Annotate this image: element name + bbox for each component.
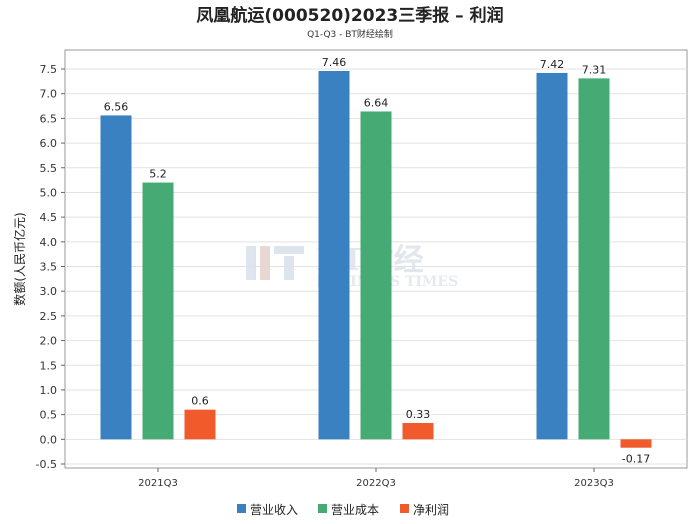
y-tick-label: 2.0 (40, 335, 58, 348)
y-tick-label: 0.5 (40, 409, 58, 422)
y-tick-label: 0.0 (40, 433, 58, 446)
data-label: 6.56 (104, 100, 129, 113)
legend-swatch (237, 504, 246, 513)
y-tick-label: 3.0 (40, 285, 58, 298)
y-tick-label: 4.5 (40, 211, 58, 224)
bar-1-2021Q3 (100, 115, 132, 440)
bars (100, 70, 652, 448)
y-tick-label: 6.5 (40, 112, 58, 125)
bar-1-2022Q3 (318, 70, 350, 440)
data-labels: 6.56 7.46 7.42 5.2 6.64 7.31 0.6 0.33 -0.17 (104, 56, 650, 466)
data-label: 5.2 (149, 168, 167, 181)
watermark-logo-icon (246, 246, 304, 280)
data-label: 0.33 (406, 408, 431, 421)
bar-2-2022Q3 (360, 111, 392, 440)
y-tick-label: 1.5 (40, 359, 58, 372)
legend: 营业收入 营业成本 净利润 (237, 503, 449, 517)
data-label: 0.6 (191, 395, 209, 408)
y-tick-label: 5.5 (40, 162, 58, 175)
data-label: 7.31 (582, 63, 607, 76)
data-label: -0.17 (622, 453, 650, 466)
y-tick-label: 4.0 (40, 236, 58, 249)
bar-3-2021Q3 (184, 409, 216, 440)
chart-title: 凤凰航运(000520)2023三季报 – 利润 (196, 5, 503, 26)
y-axis-label: 数额(人民币亿元) (12, 212, 27, 305)
legend-label: 净利润 (413, 503, 449, 517)
y-tick-label: 5.0 (40, 186, 58, 199)
legend-swatch (318, 504, 327, 513)
y-tick-label: 1.0 (40, 384, 58, 397)
data-label: 6.64 (364, 96, 389, 109)
x-tick-label: 2023Q3 (574, 478, 614, 489)
y-tick-label: 2.5 (40, 310, 58, 323)
chart-subtitle: Q1-Q3 - BT财经绘制 (307, 28, 393, 40)
x-tick-label: 2022Q3 (356, 478, 396, 489)
y-tick-label: 6.0 (40, 137, 58, 150)
bar-3-2023Q3 (620, 439, 652, 448)
bar-1-2023Q3 (536, 72, 568, 440)
y-tick-label: 7.0 (40, 88, 58, 101)
y-tick-label: 7.5 (40, 63, 58, 76)
y-tick-label: -0.5 (36, 458, 57, 471)
legend-swatch (400, 504, 409, 513)
bar-2-2021Q3 (142, 182, 174, 440)
y-axis-ticks: -0.5 0.0 0.5 1.0 1.5 2.0 2.5 3.0 3.5 4.0 4.5 5.0 5.5… (36, 63, 65, 471)
legend-label: 营业成本 (331, 503, 379, 517)
legend-label: 营业收入 (250, 503, 298, 517)
bar-2-2023Q3 (578, 78, 610, 440)
bar-3-2022Q3 (402, 423, 434, 440)
x-tick-label: 2021Q3 (138, 478, 178, 489)
data-label: 7.46 (322, 56, 347, 69)
y-tick-label: 3.5 (40, 261, 58, 274)
data-label: 7.42 (540, 58, 565, 71)
x-axis-ticks: 2021Q3 2022Q3 2023Q3 (138, 468, 614, 489)
